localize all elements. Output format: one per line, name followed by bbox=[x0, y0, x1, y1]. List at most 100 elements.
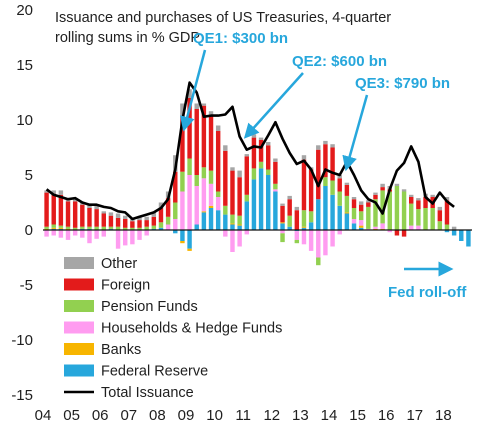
y-tick-label: 20 bbox=[16, 2, 33, 19]
bar-segment bbox=[308, 211, 314, 223]
bar-segment bbox=[65, 226, 71, 229]
bar-segment bbox=[351, 219, 357, 224]
bar-segment bbox=[137, 230, 142, 240]
legend-swatch bbox=[64, 343, 94, 355]
bar-segment bbox=[187, 248, 192, 251]
bar-segment bbox=[80, 204, 85, 227]
bar-segment bbox=[58, 227, 64, 229]
bar-segment bbox=[208, 205, 214, 208]
bar-segment bbox=[94, 205, 99, 210]
bar-segment bbox=[130, 227, 135, 230]
bar-segment bbox=[158, 222, 164, 228]
bar-segment bbox=[266, 169, 271, 175]
bar-segment bbox=[430, 194, 435, 197]
bar-segment bbox=[380, 183, 385, 188]
bar-segment bbox=[373, 194, 378, 200]
bar-segment bbox=[280, 222, 285, 224]
bar-segment bbox=[287, 195, 292, 200]
bar-segment bbox=[280, 205, 285, 223]
bar-segment bbox=[437, 221, 443, 230]
legend-label: Foreign bbox=[101, 278, 150, 294]
bar-segment bbox=[358, 220, 364, 226]
bar-segment bbox=[237, 170, 242, 178]
bar-segment bbox=[387, 191, 392, 230]
bar-segment bbox=[130, 230, 135, 245]
bar-segment bbox=[330, 144, 335, 148]
annotation-arrow bbox=[179, 49, 207, 132]
x-tick-label: 16 bbox=[378, 407, 395, 424]
bar-segment bbox=[244, 156, 249, 195]
bar-segment bbox=[80, 230, 85, 238]
x-tick-label: 17 bbox=[406, 407, 423, 424]
bar-segment bbox=[316, 199, 321, 230]
legend-label: Pension Funds bbox=[101, 299, 198, 315]
bar-segment bbox=[44, 226, 49, 229]
bar-segment bbox=[258, 137, 264, 140]
bar-segment bbox=[358, 225, 364, 228]
bar-segment bbox=[280, 203, 285, 206]
bar-segment bbox=[244, 201, 249, 230]
x-tick-label: 11 bbox=[235, 407, 251, 424]
total-issuance-line bbox=[45, 81, 455, 221]
bar-segment bbox=[330, 194, 335, 230]
bar-segment bbox=[366, 206, 371, 229]
bar-segment bbox=[123, 230, 128, 246]
bar-segment bbox=[416, 225, 421, 230]
bar-segment bbox=[344, 182, 350, 185]
bar-segment bbox=[373, 226, 378, 229]
bar-segment bbox=[316, 149, 321, 200]
bar-segment bbox=[423, 208, 428, 230]
bar-segment bbox=[72, 201, 78, 228]
bar-segment bbox=[444, 224, 450, 230]
bar-segment bbox=[180, 171, 185, 192]
bar-segment bbox=[180, 191, 185, 230]
bar-segment bbox=[266, 145, 271, 170]
chart-title-line-2: rolling sums in % GDP bbox=[55, 30, 200, 46]
bar-segment bbox=[158, 227, 164, 230]
bar-segment bbox=[51, 193, 56, 225]
bar-segment bbox=[330, 147, 335, 181]
bar-segment bbox=[194, 224, 199, 230]
bar-segment bbox=[430, 208, 435, 230]
bar-segment bbox=[115, 230, 121, 249]
bar-segment bbox=[244, 154, 249, 157]
bar-segment bbox=[87, 204, 92, 208]
bar-segment bbox=[108, 212, 114, 216]
bar-segment bbox=[409, 194, 414, 197]
bar-segment bbox=[251, 134, 257, 138]
bar-segment bbox=[351, 199, 357, 208]
bar-segment bbox=[215, 125, 221, 131]
bar-segment bbox=[323, 230, 328, 256]
bar-segment bbox=[165, 198, 171, 217]
bar-segment bbox=[273, 189, 278, 192]
bar-segment bbox=[194, 109, 199, 175]
bar-segment bbox=[115, 226, 121, 230]
bar-segment bbox=[380, 190, 385, 224]
bar-segment bbox=[208, 115, 214, 171]
y-tick-label: 5 bbox=[25, 167, 33, 184]
bar-segment bbox=[58, 194, 64, 226]
bar-segment bbox=[380, 223, 385, 229]
bar-segment bbox=[394, 230, 400, 236]
bar-segment bbox=[223, 145, 228, 151]
y-tick-label: -10 bbox=[11, 332, 33, 349]
bar-segment bbox=[87, 226, 92, 229]
bar-segment bbox=[44, 192, 49, 227]
annotation-label: QE2: $600 bn bbox=[292, 53, 387, 70]
legend-label: Households & Hedge Funds bbox=[101, 321, 282, 337]
bar-segment bbox=[187, 230, 192, 249]
x-tick-label: 06 bbox=[92, 407, 109, 424]
bar-segment bbox=[451, 226, 457, 230]
bar-segment bbox=[173, 202, 178, 219]
bar-segment bbox=[230, 224, 235, 230]
bar-segment bbox=[144, 230, 149, 236]
bar-segment bbox=[101, 211, 106, 214]
bar-segment bbox=[416, 200, 421, 210]
bar-segment bbox=[358, 211, 364, 221]
bar-segment bbox=[72, 227, 78, 230]
bar-segment bbox=[423, 197, 428, 208]
bar-segment bbox=[301, 227, 307, 230]
bar-segment bbox=[158, 202, 164, 208]
bar-segment bbox=[173, 230, 178, 234]
bar-segment bbox=[223, 150, 228, 206]
